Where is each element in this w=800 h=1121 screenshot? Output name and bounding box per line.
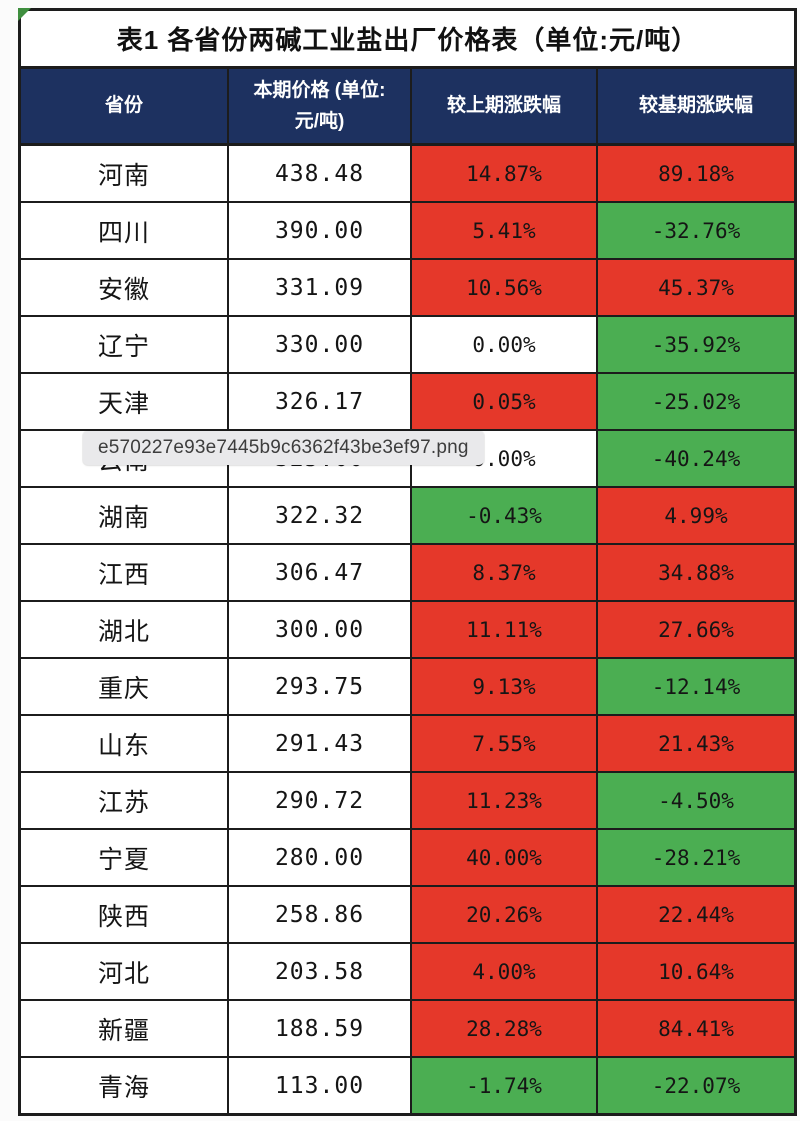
province-cell: 青海 (21, 1058, 229, 1113)
vs-prev-change-cell: 11.11% (412, 602, 598, 657)
price-cell: 306.47 (229, 545, 412, 600)
vs-prev-change-cell: 9.13% (412, 659, 598, 714)
province-cell: 河北 (21, 944, 229, 999)
salt-price-table: 表1 各省份两碱工业盐出厂价格表（单位:元/吨） 省份 本期价格 (单位: 元/… (18, 8, 797, 1116)
vs-prev-change-cell: -1.74% (412, 1058, 598, 1113)
province-cell: 湖北 (21, 602, 229, 657)
price-cell: 291.43 (229, 716, 412, 771)
green-corner-marker-icon (18, 8, 31, 21)
price-cell: 330.00 (229, 317, 412, 372)
table-row: 河南 438.48 14.87% 89.18% (21, 146, 794, 203)
price-cell: 290.72 (229, 773, 412, 828)
table-row: 河北 203.58 4.00% 10.64% (21, 944, 794, 1001)
vs-base-change-cell: 34.88% (598, 545, 794, 600)
header-cell-vs-base: 较基期涨跌幅 (598, 69, 794, 143)
vs-base-change-cell: 21.43% (598, 716, 794, 771)
table-header-row: 省份 本期价格 (单位: 元/吨) 较上期涨跌幅 较基期涨跌幅 (21, 69, 794, 146)
table-row: 新疆 188.59 28.28% 84.41% (21, 1001, 794, 1058)
header-province-label: 省份 (104, 95, 143, 117)
vs-base-change-cell: 4.99% (598, 488, 794, 543)
price-cell: 438.48 (229, 146, 412, 201)
vs-base-change-cell: 10.64% (598, 944, 794, 999)
table-row: 湖南 322.32 -0.43% 4.99% (21, 488, 794, 545)
price-cell: 113.00 (229, 1058, 412, 1113)
header-price-label-line2: 元/吨) (294, 111, 345, 132)
vs-prev-change-cell: 20.26% (412, 887, 598, 942)
vs-prev-change-cell: -0.43% (412, 488, 598, 543)
vs-base-change-cell: -32.76% (598, 203, 794, 258)
table-row: 辽宁 330.00 0.00% -35.92% (21, 317, 794, 374)
province-cell: 安徽 (21, 260, 229, 315)
province-cell: 江苏 (21, 773, 229, 828)
province-cell: 陕西 (21, 887, 229, 942)
table-row: 山东 291.43 7.55% 21.43% (21, 716, 794, 773)
vs-base-change-cell: -25.02% (598, 374, 794, 429)
vs-prev-change-cell: 28.28% (412, 1001, 598, 1056)
vs-prev-change-cell: 0.05% (412, 374, 598, 429)
vs-base-change-cell: -4.50% (598, 773, 794, 828)
vs-prev-change-cell: 14.87% (412, 146, 598, 201)
table-row: 重庆 293.75 9.13% -12.14% (21, 659, 794, 716)
table-row: 江西 306.47 8.37% 34.88% (21, 545, 794, 602)
vs-base-change-cell: -35.92% (598, 317, 794, 372)
province-cell: 山东 (21, 716, 229, 771)
table-row: 宁夏 280.00 40.00% -28.21% (21, 830, 794, 887)
price-cell: 390.00 (229, 203, 412, 258)
price-cell: 203.58 (229, 944, 412, 999)
vs-prev-change-cell: 7.55% (412, 716, 598, 771)
vs-base-change-cell: 84.41% (598, 1001, 794, 1056)
table-row: 四川 390.00 5.41% -32.76% (21, 203, 794, 260)
vs-base-change-cell: 89.18% (598, 146, 794, 201)
price-cell: 300.00 (229, 602, 412, 657)
vs-prev-change-cell: 5.41% (412, 203, 598, 258)
table-body: 河南 438.48 14.87% 89.18% 四川 390.00 5.41% -32.76%… (21, 146, 794, 1113)
vs-prev-change-cell: 8.37% (412, 545, 598, 600)
vs-prev-change-cell: 11.23% (412, 773, 598, 828)
price-cell: 326.17 (229, 374, 412, 429)
province-cell: 宁夏 (21, 830, 229, 885)
price-cell: 188.59 (229, 1001, 412, 1056)
vs-base-change-cell: -12.14% (598, 659, 794, 714)
price-cell: 322.32 (229, 488, 412, 543)
vs-prev-change-cell: 0.00% (412, 317, 598, 372)
header-cell-price: 本期价格 (单位: 元/吨) (229, 69, 412, 143)
province-cell: 河南 (21, 146, 229, 201)
vs-base-change-cell: -22.07% (598, 1058, 794, 1113)
price-cell: 293.75 (229, 659, 412, 714)
header-price-label-line1: 本期价格 (单位: (253, 79, 386, 101)
table-row: 江苏 290.72 11.23% -4.50% (21, 773, 794, 830)
price-cell: 258.86 (229, 887, 412, 942)
price-cell: 280.00 (229, 830, 412, 885)
province-cell: 四川 (21, 203, 229, 258)
header-vs-prev-label: 较上期涨跌幅 (446, 95, 561, 117)
province-cell: 江西 (21, 545, 229, 600)
vs-base-change-cell: 27.66% (598, 602, 794, 657)
vs-prev-change-cell: 40.00% (412, 830, 598, 885)
table-row: 天津 326.17 0.05% -25.02% (21, 374, 794, 431)
table-title: 表1 各省份两碱工业盐出厂价格表（单位:元/吨） (21, 11, 794, 69)
vs-prev-change-cell: 10.56% (412, 260, 598, 315)
filename-tooltip: e570227e93e7445b9c6362f43be3ef97.png (83, 431, 484, 465)
province-cell: 湖南 (21, 488, 229, 543)
province-cell: 辽宁 (21, 317, 229, 372)
header-cell-vs-prev: 较上期涨跌幅 (412, 69, 598, 143)
table-row: 安徽 331.09 10.56% 45.37% (21, 260, 794, 317)
header-vs-base-label: 较基期涨跌幅 (638, 95, 753, 117)
province-cell: 新疆 (21, 1001, 229, 1056)
table-row: 青海 113.00 -1.74% -22.07% (21, 1058, 794, 1113)
table-row: 陕西 258.86 20.26% 22.44% (21, 887, 794, 944)
price-cell: 331.09 (229, 260, 412, 315)
vs-base-change-cell: -40.24% (598, 431, 794, 486)
vs-base-change-cell: 45.37% (598, 260, 794, 315)
vs-base-change-cell: -28.21% (598, 830, 794, 885)
vs-prev-change-cell: 4.00% (412, 944, 598, 999)
table-row: 湖北 300.00 11.11% 27.66% (21, 602, 794, 659)
header-cell-province: 省份 (21, 69, 229, 143)
province-cell: 重庆 (21, 659, 229, 714)
vs-base-change-cell: 22.44% (598, 887, 794, 942)
province-cell: 天津 (21, 374, 229, 429)
